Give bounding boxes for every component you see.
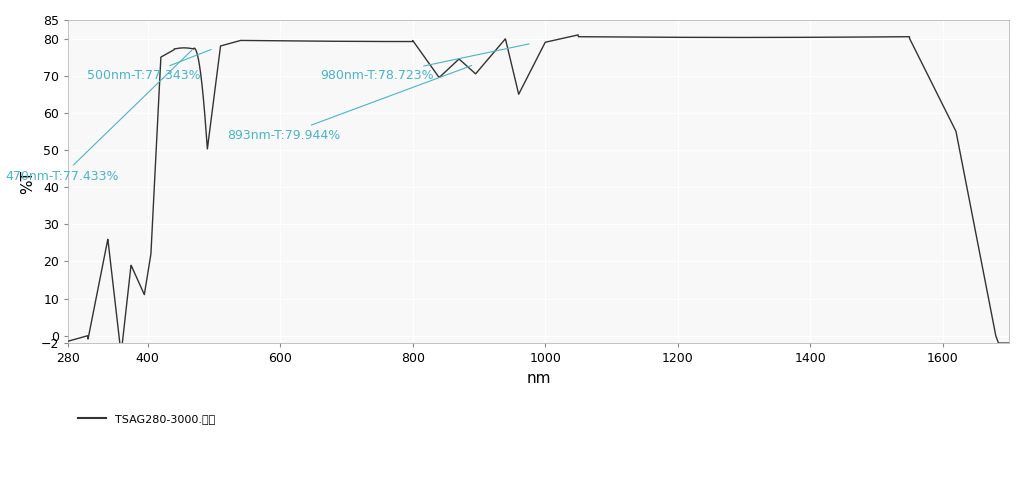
Legend: TSAG280-3000.样品: TSAG280-3000.样品 [74,409,219,428]
Text: 893nm-T:79.944%: 893nm-T:79.944% [227,66,472,142]
Text: 470nm-T:77.433%: 470nm-T:77.433% [5,50,191,183]
Text: 500nm-T:77.343%: 500nm-T:77.343% [87,49,211,83]
X-axis label: nm: nm [526,371,551,385]
Text: 980nm-T:78.723%: 980nm-T:78.723% [319,44,529,83]
Y-axis label: %T: %T [20,169,35,193]
